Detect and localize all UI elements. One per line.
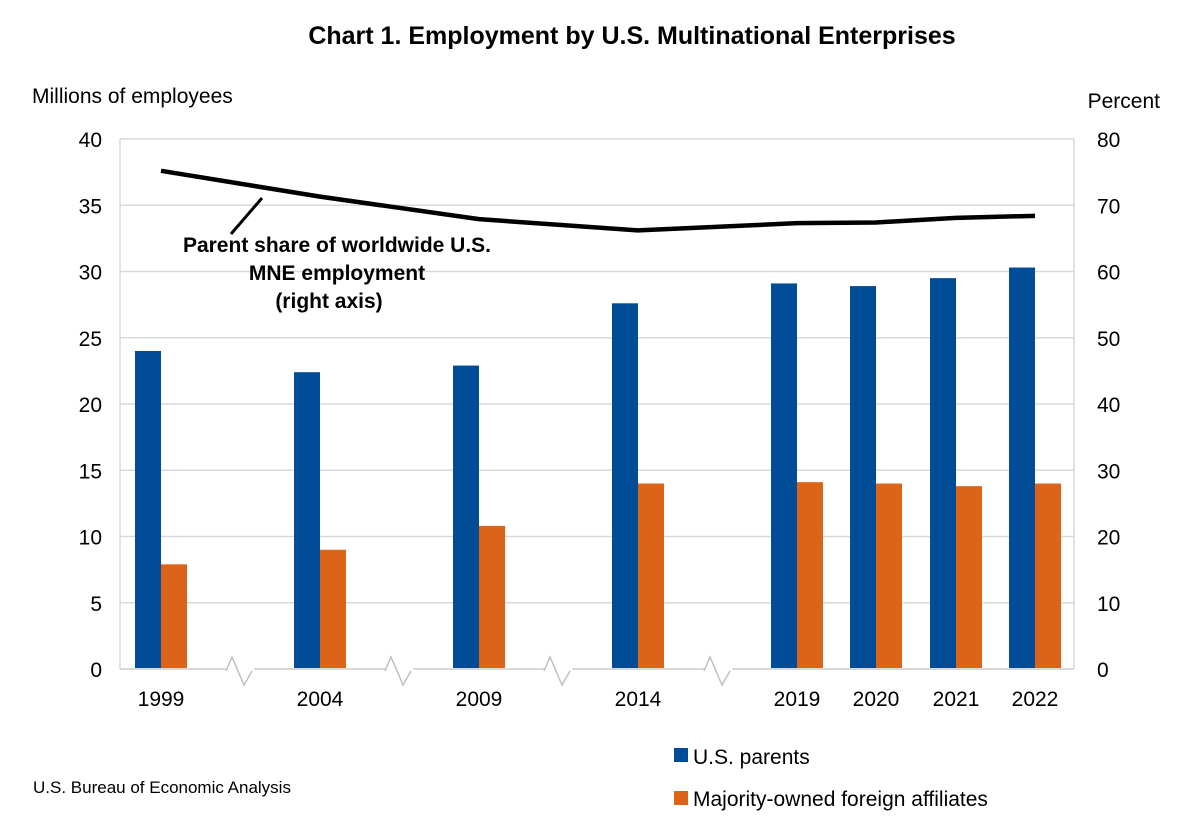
bar-u-s-parents-1999 xyxy=(135,351,161,669)
y-left-tick-label: 30 xyxy=(79,262,102,285)
bar-u-s-parents-2004 xyxy=(294,372,320,669)
y-left-axis-label: Millions of employees xyxy=(32,85,233,108)
x-tick-labels: 1999 2004 2009 2014 2019 2020 2021 2022 xyxy=(138,688,1059,711)
y-left-tick-label: 0 xyxy=(90,659,102,682)
y-right-tick-label: 70 xyxy=(1097,195,1120,218)
y-right-tick-labels: 0 10 20 30 40 50 60 70 80 xyxy=(1097,129,1120,682)
axis-break-gap xyxy=(704,665,732,673)
bar-majority-owned-foreign-affiliates-2014 xyxy=(638,483,664,669)
axis-break-gap xyxy=(544,665,572,673)
legend-swatch-us-parents xyxy=(674,748,688,762)
x-tick-label-2019: 2019 xyxy=(774,688,821,711)
legend-swatch-foreign-affiliates xyxy=(674,791,688,805)
x-tick-label-2022: 2022 xyxy=(1012,688,1059,711)
y-left-tick-label: 15 xyxy=(79,460,102,483)
line-annotation: Parent share of worldwide U.S. MNE emplo… xyxy=(183,197,491,313)
bar-u-s-parents-2009 xyxy=(453,365,479,669)
annotation-leader-line xyxy=(229,197,264,235)
bar-u-s-parents-2019 xyxy=(771,283,797,669)
chart-title: Chart 1. Employment by U.S. Multinationa… xyxy=(308,22,955,50)
axis-break-mark xyxy=(703,655,731,687)
axis-break-gap xyxy=(226,665,254,673)
legend-label-foreign-affiliates: Majority-owned foreign affiliates xyxy=(693,788,988,811)
annotation-line-1: Parent share of worldwide U.S. xyxy=(183,234,491,257)
x-tick-label-2014: 2014 xyxy=(615,688,662,711)
y-left-tick-label: 20 xyxy=(79,394,102,417)
bar-u-s-parents-2021 xyxy=(930,278,956,669)
source-note: U.S. Bureau of Economic Analysis xyxy=(33,778,291,797)
axis-breaks xyxy=(225,655,732,687)
y-right-tick-label: 50 xyxy=(1097,328,1120,351)
annotation-line-2: MNE employment xyxy=(249,262,425,285)
annotation-line-3: (right axis) xyxy=(275,290,382,313)
y-right-tick-label: 80 xyxy=(1097,129,1120,152)
x-tick-label-2021: 2021 xyxy=(933,688,980,711)
bar-majority-owned-foreign-affiliates-2004 xyxy=(320,549,346,669)
bar-u-s-parents-2014 xyxy=(612,303,638,669)
bar-majority-owned-foreign-affiliates-2020 xyxy=(876,483,902,669)
axis-break-mark xyxy=(225,655,253,687)
axis-break-gap xyxy=(385,665,413,673)
bar-u-s-parents-2020 xyxy=(850,286,876,669)
y-right-tick-label: 20 xyxy=(1097,527,1120,550)
legend-label-us-parents: U.S. parents xyxy=(693,746,810,769)
x-tick-label-1999: 1999 xyxy=(138,688,185,711)
y-left-tick-label: 5 xyxy=(90,593,102,616)
bar-series xyxy=(135,267,1061,669)
bar-u-s-parents-2022 xyxy=(1009,267,1035,669)
y-left-tick-label: 10 xyxy=(79,527,102,550)
bar-majority-owned-foreign-affiliates-2019 xyxy=(797,482,823,669)
bar-majority-owned-foreign-affiliates-2009 xyxy=(479,525,505,669)
legend: U.S. parents Majority-owned foreign affi… xyxy=(674,746,988,811)
parent-share-line-series xyxy=(160,168,1036,233)
y-right-axis-label: Percent xyxy=(1088,90,1161,113)
y-right-tick-label: 0 xyxy=(1097,659,1109,682)
bar-majority-owned-foreign-affiliates-2022 xyxy=(1035,483,1061,669)
y-right-tick-label: 10 xyxy=(1097,593,1120,616)
gridlines xyxy=(119,138,1075,669)
bar-majority-owned-foreign-affiliates-2021 xyxy=(956,486,982,669)
y-left-tick-label: 40 xyxy=(79,129,102,152)
y-left-tick-label: 35 xyxy=(79,195,102,218)
bar-majority-owned-foreign-affiliates-1999 xyxy=(161,564,187,669)
axis-break-mark xyxy=(384,655,412,687)
y-left-tick-labels: 0 5 10 15 20 25 30 35 40 xyxy=(79,129,102,682)
y-right-tick-label: 60 xyxy=(1097,262,1120,285)
y-right-tick-label: 30 xyxy=(1097,460,1120,483)
x-tick-label-2020: 2020 xyxy=(853,688,900,711)
line-parent-share xyxy=(160,168,1036,233)
y-left-tick-label: 25 xyxy=(79,328,102,351)
x-tick-label-2009: 2009 xyxy=(456,688,503,711)
y-right-tick-label: 40 xyxy=(1097,394,1120,417)
axis-break-mark xyxy=(543,655,571,687)
x-tick-label-2004: 2004 xyxy=(297,688,344,711)
